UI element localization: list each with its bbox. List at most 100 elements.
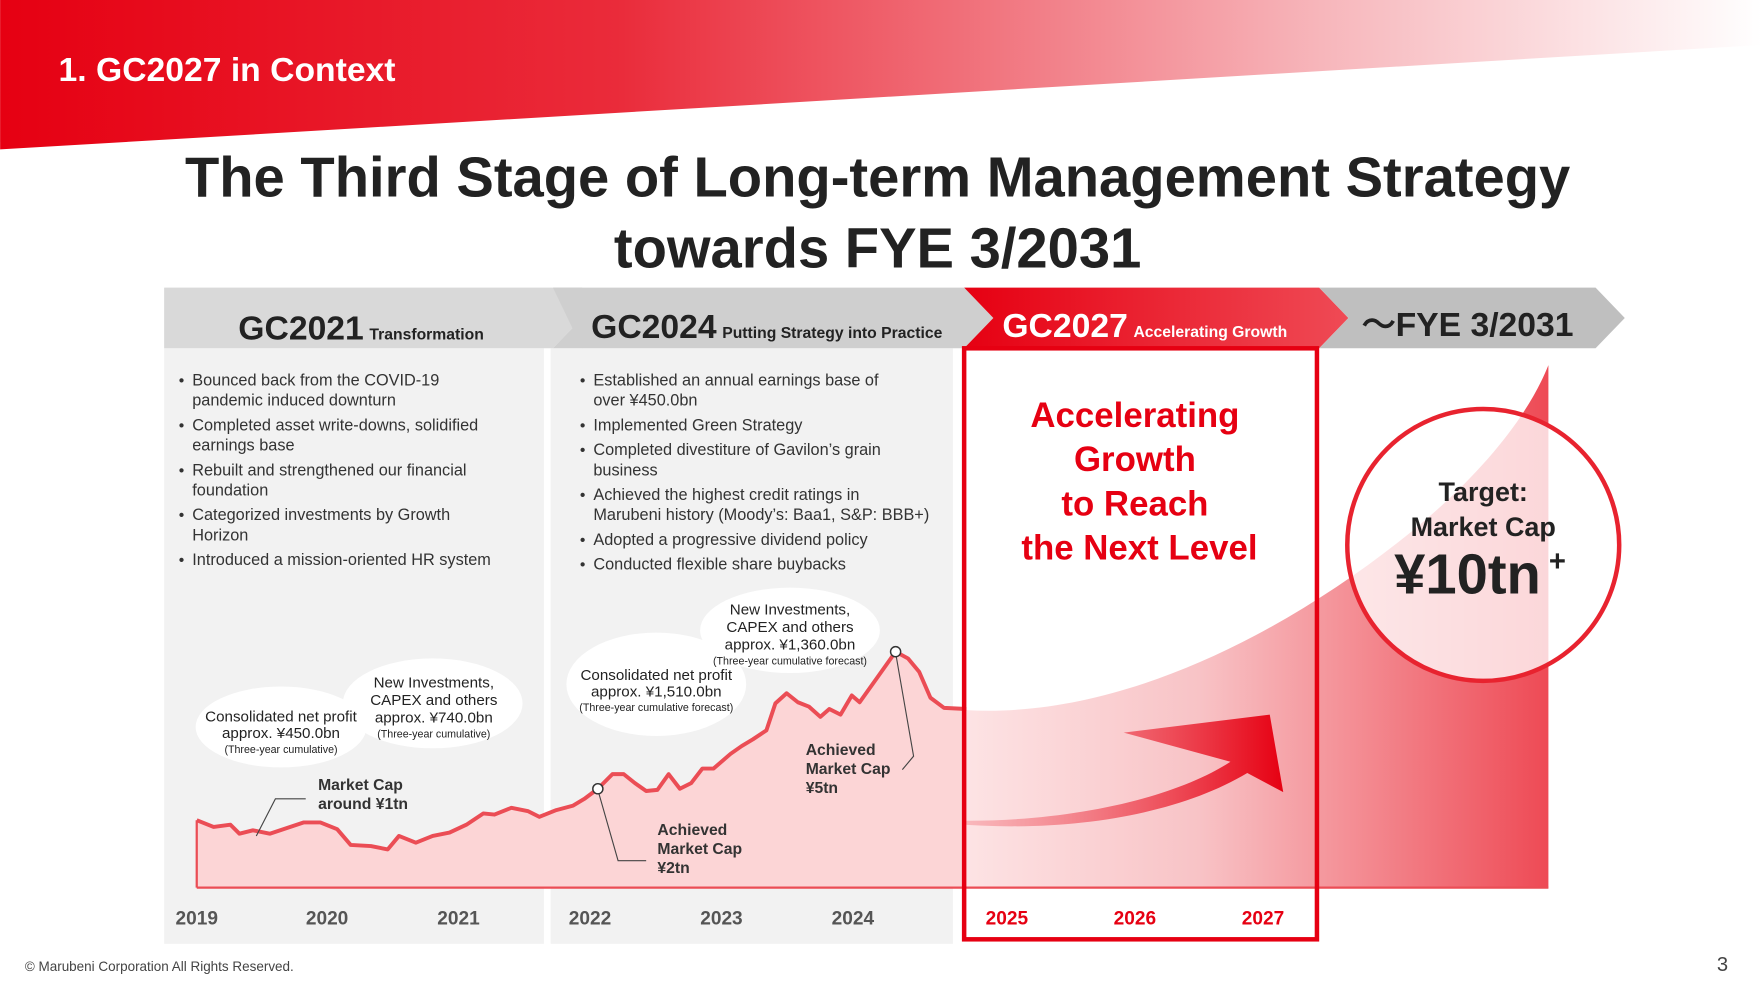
stage-gc2021-label: GC2021 Transformation bbox=[238, 309, 484, 347]
bullet-text: Rebuilt and strengthened our financial bbox=[192, 461, 466, 479]
bubble-text: Consolidated net profit bbox=[205, 708, 357, 725]
leader-cap5 bbox=[895, 652, 915, 771]
year-label: 2020 bbox=[306, 909, 348, 930]
bullet-text: Implemented Green Strategy bbox=[593, 416, 803, 434]
year-label: 2023 bbox=[700, 909, 742, 930]
bullet-icon: • bbox=[179, 417, 185, 434]
marker-cap5 bbox=[889, 645, 902, 658]
bullet-text: Completed asset write-downs, solidified bbox=[192, 416, 478, 434]
page-title-line1: The Third Stage of Long-term Management … bbox=[185, 146, 1570, 209]
year-label: 2026 bbox=[1114, 909, 1156, 930]
annotation-text: around ¥1tn bbox=[318, 796, 408, 813]
bullet-icon: • bbox=[580, 442, 586, 459]
bullet-icon: • bbox=[179, 462, 185, 479]
bullet-text: Achieved the highest credit ratings in bbox=[593, 486, 859, 504]
header-banner bbox=[0, 0, 1762, 150]
stage-header-gc2024 bbox=[552, 287, 994, 349]
bullet-icon: • bbox=[580, 557, 586, 574]
bullet-text: foundation bbox=[192, 482, 268, 500]
bubble-text: (Three-year cumulative forecast) bbox=[713, 656, 867, 668]
stage-header-fye2031 bbox=[1319, 287, 1625, 349]
section-title: 1. GC2027 in Context bbox=[59, 51, 396, 89]
annotation-text: Achieved bbox=[657, 822, 727, 839]
bubble-text: CAPEX and others bbox=[726, 619, 854, 636]
page-number: 3 bbox=[1717, 954, 1728, 976]
bullet-text: pandemic induced downturn bbox=[192, 392, 396, 410]
annotation-text: Market Cap bbox=[806, 761, 891, 778]
bubble-text: (Three-year cumulative) bbox=[377, 729, 490, 741]
bubble-text: approx. ¥1,360.0bn bbox=[725, 636, 856, 653]
growth-arrow bbox=[887, 714, 1284, 827]
stage-header-gc2021 bbox=[164, 287, 583, 349]
bubble-text: approx. ¥450.0bn bbox=[222, 725, 340, 742]
bullet-text: Conducted flexible share buybacks bbox=[593, 556, 846, 574]
bubble-gc2024-profit bbox=[566, 632, 747, 736]
bullet-text: Marubeni history (Moody’s: Baa1, S&P: BB… bbox=[593, 506, 929, 524]
year-label: 2025 bbox=[986, 909, 1029, 930]
bullet-icon: • bbox=[179, 552, 185, 569]
bullet-text: Introduced a mission-oriented HR system bbox=[192, 551, 491, 569]
target-plus: + bbox=[1549, 546, 1566, 578]
bullet-icon: • bbox=[580, 372, 586, 389]
bubble-text: approx. ¥740.0bn bbox=[375, 709, 493, 726]
bullet-icon: • bbox=[580, 532, 586, 549]
year-label: 2022 bbox=[569, 909, 611, 930]
headline-line: Accelerating bbox=[1030, 396, 1239, 435]
bullet-text: Adopted a progressive dividend policy bbox=[593, 531, 868, 549]
bullet-text: Horizon bbox=[192, 526, 248, 544]
gc2021-bullet-list: • Bounced back from the COVID-19 pandemic … bbox=[179, 371, 491, 569]
bubble-gc2024-invest bbox=[700, 587, 880, 674]
growth-area bbox=[966, 365, 1549, 888]
annotation-text: Market Cap bbox=[318, 777, 403, 794]
bullet-icon: • bbox=[580, 487, 586, 504]
bubble-text: approx. ¥1,510.0bn bbox=[591, 684, 722, 701]
bullet-text: Established an annual earnings base of bbox=[593, 371, 879, 389]
annotation-text: Achieved bbox=[806, 742, 876, 759]
stage-header-gc2027 bbox=[964, 287, 1349, 349]
bubble-gc2021-invest bbox=[342, 658, 523, 749]
bubble-text: (Three-year cumulative) bbox=[224, 744, 337, 756]
stage-gc2024-label: GC2024 Putting Strategy into Practice bbox=[591, 308, 942, 346]
target-label: Target: bbox=[1439, 477, 1528, 507]
bullet-text: business bbox=[593, 461, 657, 479]
market-cap-line bbox=[196, 649, 967, 852]
gc2027-headline: Accelerating Growth to Reach the Next Level bbox=[1021, 396, 1257, 568]
year-label: 2024 bbox=[832, 909, 875, 930]
copyright-footer: © Marubeni Corporation All Rights Reserv… bbox=[25, 959, 294, 974]
bubble-text: Consolidated net profit bbox=[580, 667, 732, 684]
year-axis: 2019 2020 2021 2022 2023 2024 2025 2026 2027 bbox=[175, 909, 1284, 930]
target-market-cap-label: Market Cap bbox=[1411, 512, 1556, 542]
bubble-text: (Three-year cumulative forecast) bbox=[579, 702, 733, 714]
target-value: ¥10tn bbox=[1394, 542, 1541, 605]
leader-cap2 bbox=[597, 789, 647, 862]
bullet-icon: • bbox=[179, 507, 185, 524]
annotation-text: ¥2tn bbox=[657, 860, 689, 877]
bubble-gc2021-profit bbox=[195, 686, 367, 768]
annotation-text: Market Cap bbox=[657, 841, 742, 858]
year-label: 2019 bbox=[175, 909, 217, 930]
headline-line: Growth bbox=[1074, 440, 1196, 479]
bullet-text: Completed divestiture of Gavilon’s grain bbox=[593, 441, 880, 459]
bullet-icon: • bbox=[179, 372, 185, 389]
year-label: 2021 bbox=[437, 909, 480, 930]
stage-gc2027-label: GC2027 Accelerating Growth bbox=[1002, 307, 1287, 345]
bullet-text: Categorized investments by Growth bbox=[192, 506, 450, 524]
marker-cap2 bbox=[592, 782, 604, 795]
page-title-line2: towards FYE 3/2031 bbox=[614, 216, 1141, 279]
headline-line: to Reach bbox=[1061, 485, 1208, 524]
bubble-text: CAPEX and others bbox=[370, 692, 498, 709]
target-circle bbox=[1345, 406, 1622, 684]
bullet-text: over ¥450.0bn bbox=[593, 392, 697, 410]
bullet-text: Bounced back from the COVID-19 bbox=[192, 371, 439, 389]
gc2027-highlight-box bbox=[961, 346, 1320, 942]
stage-fye2031-label: ～FYE 3/2031 bbox=[1362, 306, 1574, 344]
bullet-icon: • bbox=[580, 417, 586, 434]
annotation-text: ¥5tn bbox=[806, 780, 838, 797]
bubble-text: New Investments, bbox=[730, 602, 850, 619]
headline-line: the Next Level bbox=[1021, 529, 1257, 568]
gc2024-bullet-list: • Established an annual earnings base of o… bbox=[580, 371, 929, 573]
bullet-text: earnings base bbox=[192, 437, 294, 455]
year-label: 2027 bbox=[1242, 909, 1284, 930]
bubble-text: New Investments, bbox=[374, 675, 494, 692]
